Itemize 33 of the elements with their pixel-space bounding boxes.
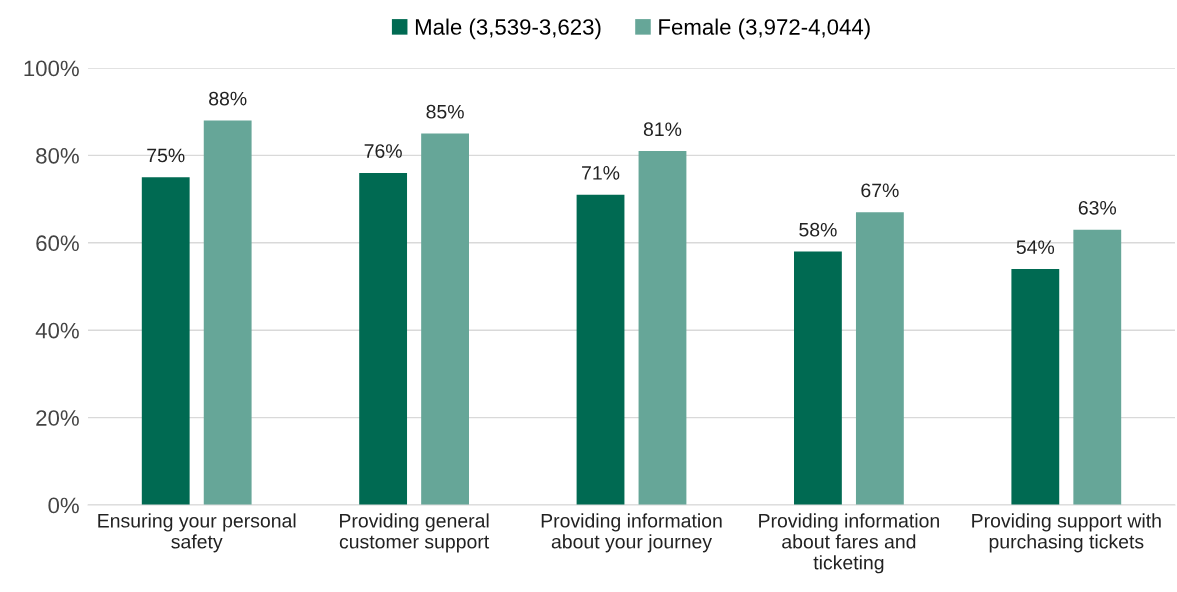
- data-label: 88%: [209, 91, 247, 106]
- bar: [421, 133, 469, 505]
- y-tick-label: 20%: [36, 410, 79, 426]
- y-tick-label: 0%: [48, 497, 79, 514]
- y-tick-label: 80%: [36, 147, 79, 164]
- data-label: 63%: [1078, 200, 1117, 215]
- bar: [794, 251, 842, 505]
- bar: [203, 120, 252, 505]
- bar: [1073, 229, 1122, 505]
- legend-label: Male (3,539-3,623): [415, 18, 601, 40]
- bar: [141, 177, 190, 505]
- x-tick-label: Providing information about fares and ticketing: [759, 513, 939, 574]
- data-label: 58%: [799, 222, 837, 237]
- data-label: 75%: [147, 148, 185, 163]
- bar: [855, 212, 904, 505]
- data-label: 67%: [861, 183, 899, 198]
- bar: [638, 151, 687, 505]
- data-label: 71%: [582, 166, 620, 180]
- bar: [1011, 269, 1060, 505]
- data-label: 54%: [1016, 240, 1055, 255]
- y-tick-label: 40%: [35, 322, 79, 339]
- data-label: 85%: [426, 104, 464, 119]
- y-tick-label: 60%: [36, 235, 79, 252]
- bar: [576, 194, 625, 505]
- bar: [359, 172, 408, 505]
- data-label: 81%: [643, 122, 682, 137]
- y-tick-label: 100%: [24, 60, 79, 77]
- legend-label: Female (3,972-4,044): [659, 18, 870, 40]
- x-tick-label: Providing general customer support: [339, 513, 490, 553]
- x-tick-label: Providing information about your journey: [541, 513, 722, 553]
- x-tick-label: Providing support with purchasing tickets: [972, 513, 1161, 553]
- data-label: 76%: [364, 144, 402, 158]
- x-tick-label: Ensuring your personal safety: [98, 513, 296, 553]
